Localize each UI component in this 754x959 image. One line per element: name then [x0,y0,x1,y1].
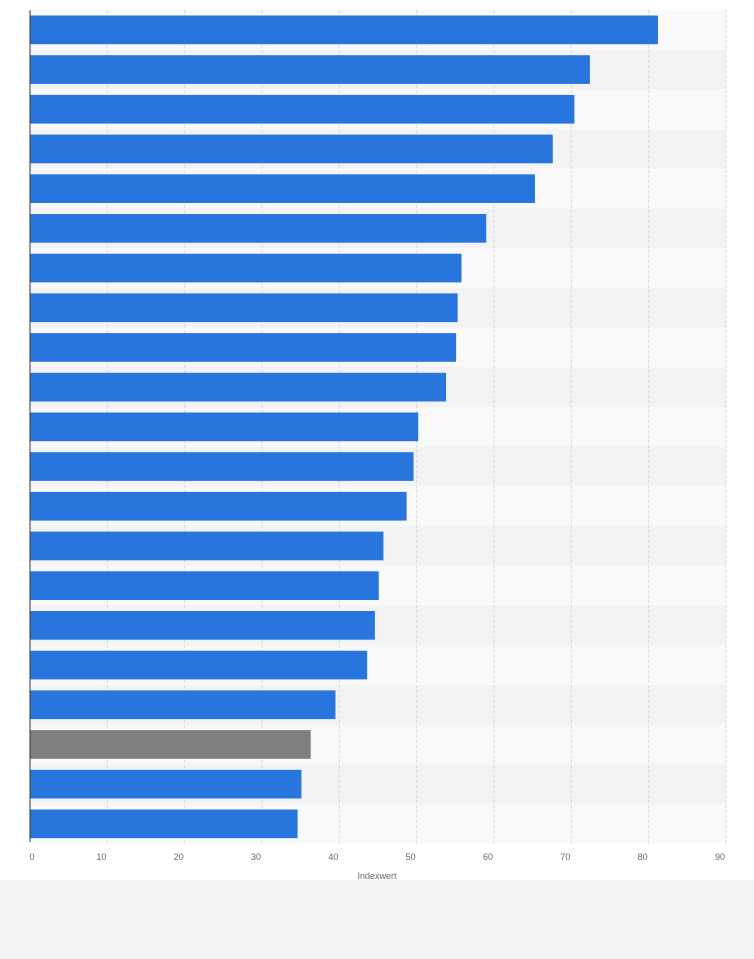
bar[interactable] [30,214,487,243]
footer-area [0,880,754,959]
x-tick-label: 60 [483,852,493,862]
x-tick-label: 70 [560,852,570,862]
bar[interactable] [30,293,458,323]
x-tick-labels: 0 10 20 30 40 50 60 70 80 90 [29,852,725,862]
bar[interactable] [30,690,336,720]
x-tick-label: 50 [406,852,416,862]
bar[interactable] [30,769,302,799]
x-tick-label: 80 [638,852,648,862]
bar[interactable] [30,571,379,600]
bar[interactable] [30,809,298,839]
x-axis-title: Indexwert [357,871,397,880]
bar[interactable] [30,15,658,45]
bar[interactable] [30,55,590,84]
bar[interactable] [30,253,462,283]
bar[interactable] [30,372,447,402]
bars [30,15,658,839]
bar[interactable] [30,333,457,362]
x-tick-label: 90 [715,852,725,862]
bar[interactable] [30,611,375,640]
x-tick-label: 0 [29,852,34,862]
bar-chart: 0 10 20 30 40 50 60 70 80 90 Indexwert [29,10,727,880]
chart-area: 0 10 20 30 40 50 60 70 80 90 Indexwert [0,0,754,880]
bar[interactable] [30,174,535,203]
x-tick-label: 10 [96,852,106,862]
bar[interactable] [30,452,414,481]
bar-highlighted[interactable] [30,730,311,759]
bar[interactable] [30,94,575,124]
bar[interactable] [30,650,368,680]
x-tick-label: 30 [251,852,261,862]
bar[interactable] [30,491,407,521]
bar[interactable] [30,134,553,164]
bar[interactable] [30,531,384,561]
bar[interactable] [30,412,419,442]
x-tick-label: 40 [328,852,338,862]
x-tick-label: 20 [174,852,184,862]
